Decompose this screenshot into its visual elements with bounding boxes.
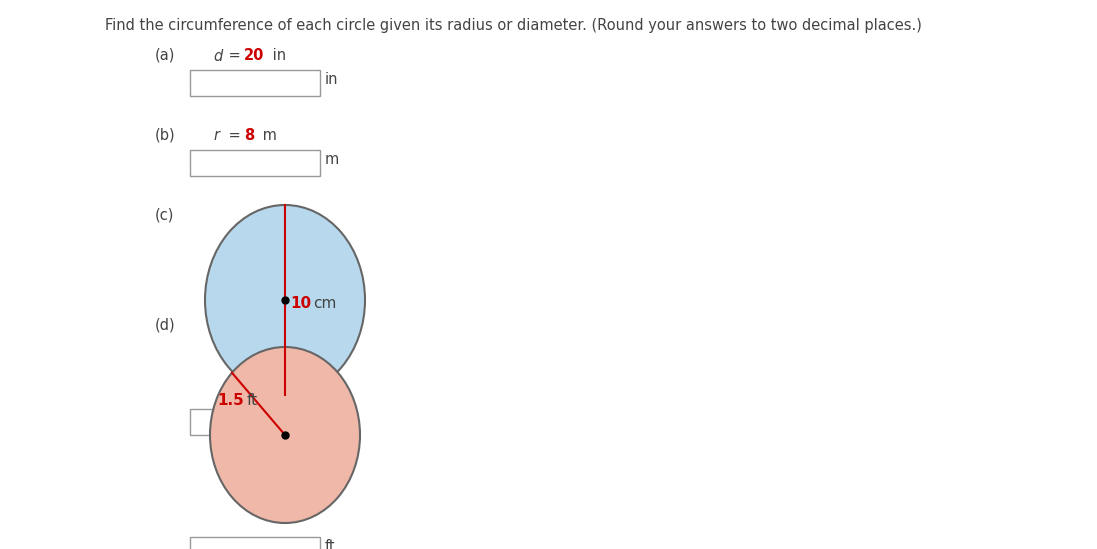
Text: 20: 20	[244, 48, 264, 63]
Text: m: m	[325, 152, 339, 167]
Bar	[190, 70, 320, 96]
Text: $d$: $d$	[213, 48, 225, 64]
Bar	[190, 150, 320, 176]
Text: (a): (a)	[155, 48, 176, 63]
Text: ft: ft	[247, 393, 258, 408]
Ellipse shape	[205, 205, 365, 395]
Text: =: =	[224, 48, 246, 63]
Text: in: in	[268, 48, 286, 63]
Text: $r$: $r$	[213, 128, 222, 143]
Text: Find the circumference of each circle given its radius or diameter. (Round your : Find the circumference of each circle gi…	[105, 18, 921, 33]
Text: ft: ft	[325, 539, 336, 549]
Text: m: m	[258, 128, 276, 143]
Text: =: =	[224, 128, 246, 143]
Text: 1.5: 1.5	[217, 393, 244, 408]
Text: in: in	[325, 72, 339, 87]
Bar	[190, 409, 320, 435]
Text: 10: 10	[290, 296, 312, 311]
Bar	[190, 537, 320, 549]
Text: cm: cm	[325, 411, 348, 426]
Text: 8: 8	[244, 128, 255, 143]
Text: cm: cm	[313, 296, 337, 311]
Ellipse shape	[210, 347, 360, 523]
Text: (d): (d)	[155, 317, 176, 332]
Text: (c): (c)	[155, 208, 174, 223]
Text: (b): (b)	[155, 128, 176, 143]
